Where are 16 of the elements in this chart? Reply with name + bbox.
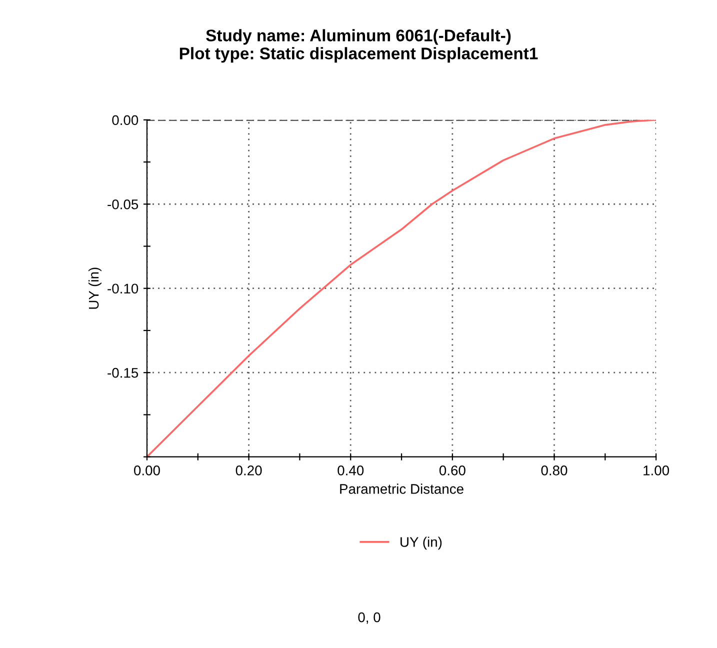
y-axis-title: UY (in) [88,268,102,309]
y-tick-label: -0.15 [108,368,138,378]
x-tick-label: 0.60 [439,466,466,476]
x-tick-label: 0.80 [541,466,568,476]
y-tick-label: -0.05 [108,199,138,210]
y-tick-label: 0.00 [112,115,138,126]
x-tick-label: 0.00 [134,466,160,476]
line-series [146,120,656,457]
text: 0, 0 [358,612,380,624]
legend-label: UY (in) [400,536,442,550]
x-axis-title: Parametric Distance [340,484,464,494]
y-tick-label: -0.10 [108,284,138,294]
x-tick-label: 1.00 [644,466,670,476]
x-tick-label: 0.20 [236,466,262,476]
chart-title: Study name: Aluminum 6061(-Default-) Plot type: Static displacement Displacement1 [180,29,538,63]
x-tick-label: 0.40 [338,466,364,476]
